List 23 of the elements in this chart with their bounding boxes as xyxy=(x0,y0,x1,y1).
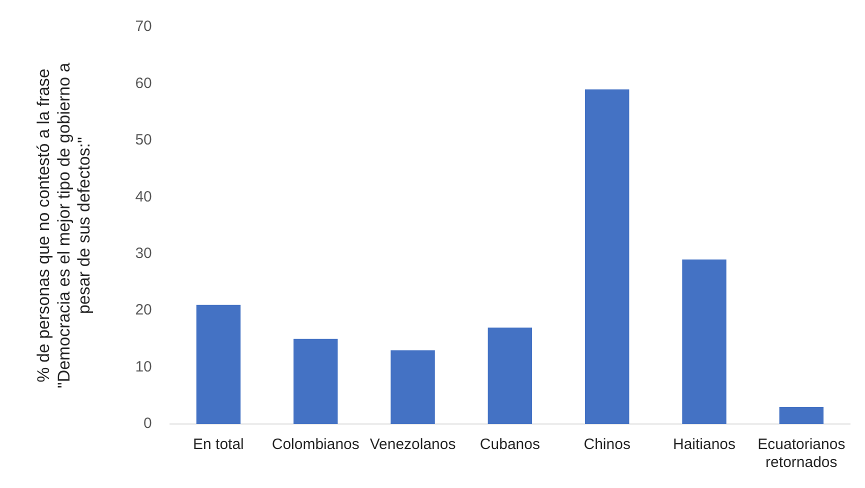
bar xyxy=(682,260,726,424)
bar xyxy=(196,304,241,424)
y-axis-title: % de personas que no contestó a la frase "Democracia es el mejor tipo de gobierno a pesar de sus defectos:" xyxy=(34,62,94,388)
x-tick-label: Ecuatorianos retornados xyxy=(758,436,846,472)
bar xyxy=(390,350,435,424)
y-tick-label: 70 xyxy=(135,18,152,36)
x-tick-label: En total xyxy=(193,436,244,454)
y-tick-label: 20 xyxy=(135,302,152,319)
bar xyxy=(585,89,630,424)
y-tick-label: 60 xyxy=(135,74,152,92)
x-tick-label: Colombianos xyxy=(272,436,360,454)
bar xyxy=(779,406,824,424)
x-tick-label: Haitianos xyxy=(672,436,736,454)
x-tick-label: Cubanos xyxy=(480,436,540,454)
bar xyxy=(488,328,532,424)
y-tick-label: 0 xyxy=(144,415,152,432)
y-tick-label: 10 xyxy=(135,358,152,376)
bar xyxy=(294,338,338,424)
x-tick-label: Venezolanos xyxy=(370,436,456,454)
y-tick-label: 30 xyxy=(135,245,152,262)
y-tick-label: 50 xyxy=(135,132,152,149)
x-tick-label: Chinos xyxy=(584,436,630,454)
y-tick-label: 40 xyxy=(135,188,152,206)
